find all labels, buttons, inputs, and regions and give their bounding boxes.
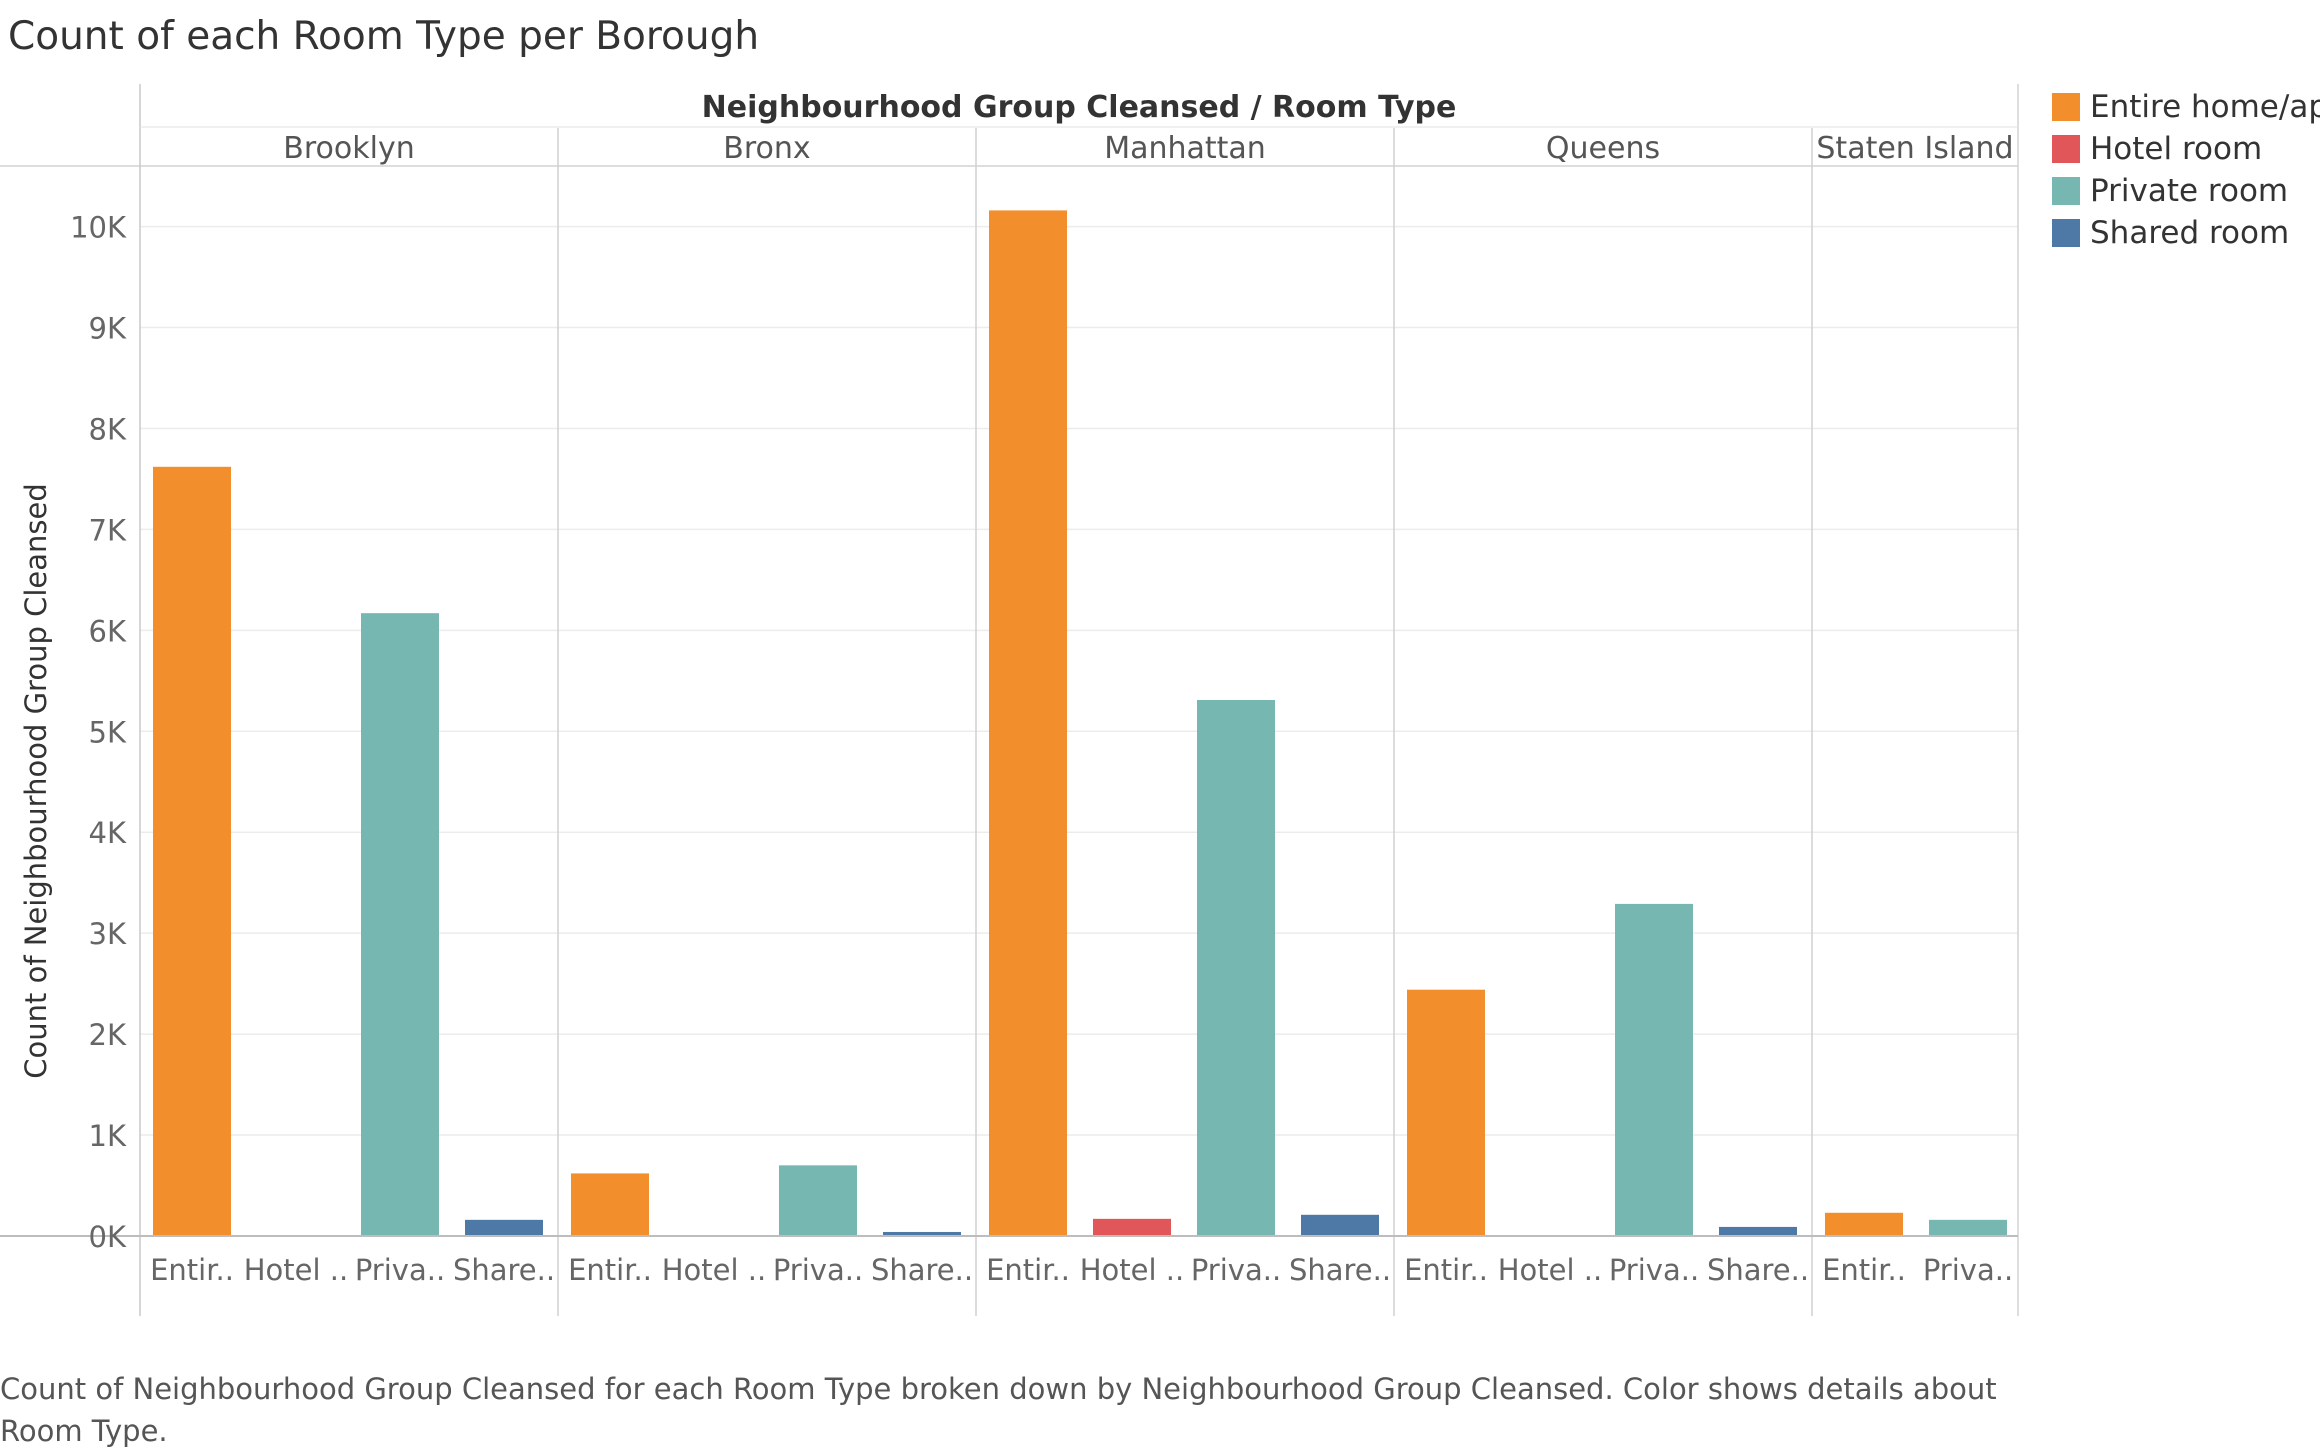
x-tick-label: Priva.. bbox=[1923, 1253, 2013, 1287]
legend-label: Hotel room bbox=[2090, 131, 2263, 167]
x-tick-label: Entir.. bbox=[150, 1253, 234, 1287]
legend-item[interactable]: Hotel room bbox=[2052, 128, 2320, 170]
x-tick-label: Priva.. bbox=[1609, 1253, 1699, 1287]
bar bbox=[1719, 1226, 1797, 1236]
x-tick-label: Hotel .. bbox=[244, 1253, 348, 1287]
x-tick-label: Share.. bbox=[453, 1253, 555, 1287]
legend-label: Entire home/apt bbox=[2090, 89, 2320, 125]
x-tick-label: Hotel .. bbox=[1498, 1253, 1602, 1287]
y-tick-label: 10K bbox=[70, 211, 127, 245]
bar bbox=[571, 1173, 649, 1236]
y-tick-label: 3K bbox=[89, 917, 127, 951]
y-tick-label: 9K bbox=[89, 312, 127, 346]
group-header-manhattan: Manhattan bbox=[1104, 131, 1266, 166]
x-tick-label: Share.. bbox=[1289, 1253, 1391, 1287]
legend-item[interactable]: Private room bbox=[2052, 170, 2320, 212]
y-tick-label: 0K bbox=[89, 1220, 127, 1254]
legend-swatch bbox=[2052, 177, 2080, 205]
x-tick-label: Entir.. bbox=[568, 1253, 652, 1287]
legend-label: Shared room bbox=[2090, 215, 2290, 251]
x-tick-label: Priva.. bbox=[1191, 1253, 1281, 1287]
x-tick-label: Entir.. bbox=[1822, 1253, 1906, 1287]
x-tick-label: Share.. bbox=[871, 1253, 973, 1287]
column-header-title: Neighbourhood Group Cleansed / Room Type bbox=[702, 90, 1457, 125]
legend-swatch bbox=[2052, 135, 2080, 163]
x-tick-label: Priva.. bbox=[355, 1253, 445, 1287]
y-axis-label: Count of Neighbourhood Group Cleansed bbox=[19, 483, 53, 1079]
x-tick-label: Entir.. bbox=[1404, 1253, 1488, 1287]
chart-caption: Count of Neighbourhood Group Cleansed fo… bbox=[0, 1372, 1997, 1448]
legend-swatch bbox=[2052, 219, 2080, 247]
y-tick-label: 1K bbox=[89, 1119, 127, 1153]
bar bbox=[989, 210, 1067, 1237]
x-tick-label: Share.. bbox=[1707, 1253, 1809, 1287]
chart-title: Count of each Room Type per Borough bbox=[8, 14, 760, 59]
bar bbox=[361, 613, 439, 1236]
bar bbox=[465, 1219, 543, 1236]
y-tick-label: 4K bbox=[89, 816, 127, 850]
bar bbox=[1301, 1214, 1379, 1236]
bar bbox=[1197, 699, 1275, 1236]
y-tick-label: 7K bbox=[89, 513, 127, 547]
bar bbox=[1407, 989, 1485, 1236]
x-tick-label: Hotel .. bbox=[1080, 1253, 1184, 1287]
y-tick-label: 8K bbox=[89, 412, 127, 446]
x-tick-label: Hotel .. bbox=[662, 1253, 766, 1287]
group-header-queens: Queens bbox=[1546, 131, 1660, 166]
group-header-bronx: Bronx bbox=[723, 131, 810, 166]
legend-label: Private room bbox=[2090, 173, 2289, 209]
legend-item[interactable]: Entire home/apt bbox=[2052, 86, 2320, 128]
legend-swatch bbox=[2052, 93, 2080, 121]
bar bbox=[779, 1165, 857, 1236]
group-header-staten-island: Staten Island bbox=[1816, 131, 2013, 166]
bar bbox=[1093, 1218, 1171, 1236]
y-tick-label: 5K bbox=[89, 715, 127, 749]
x-tick-label: Entir.. bbox=[986, 1253, 1070, 1287]
x-tick-label: Priva.. bbox=[773, 1253, 863, 1287]
bar bbox=[883, 1231, 961, 1236]
y-tick-label: 6K bbox=[89, 614, 127, 648]
bar bbox=[153, 466, 231, 1237]
legend-item[interactable]: Shared room bbox=[2052, 212, 2320, 254]
y-tick-label: 2K bbox=[89, 1018, 127, 1052]
bar bbox=[1825, 1212, 1903, 1236]
group-header-brooklyn: Brooklyn bbox=[283, 131, 414, 166]
bar bbox=[1615, 903, 1693, 1236]
legend: Entire home/apt Hotel room Private room Sha… bbox=[2052, 86, 2320, 254]
bar bbox=[1929, 1219, 2007, 1236]
